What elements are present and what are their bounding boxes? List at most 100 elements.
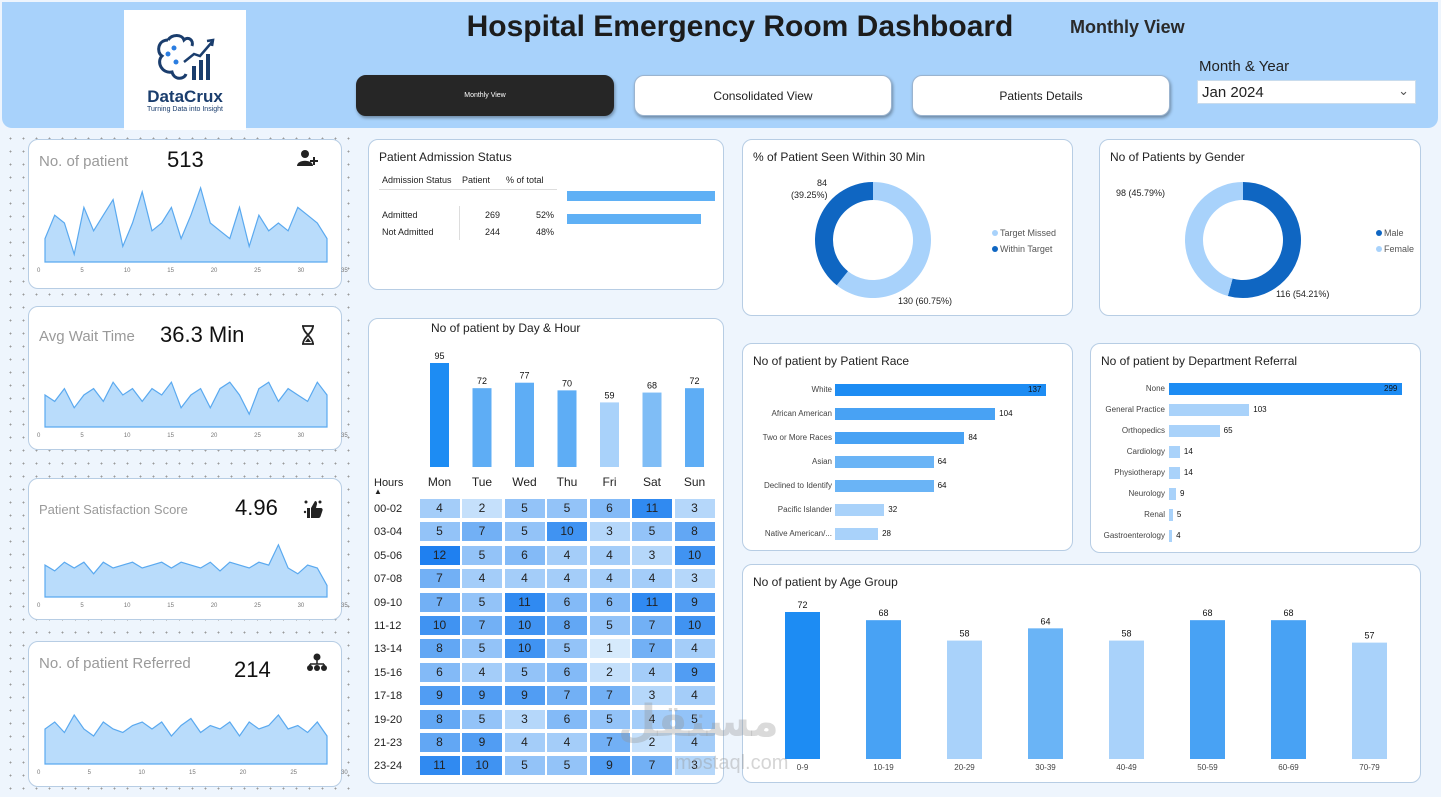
heatmap-cell[interactable]: 4 [419, 499, 460, 518]
heatmap-cell[interactable]: 10 [504, 616, 545, 635]
heatmap-cell[interactable]: 3 [632, 545, 672, 565]
bar[interactable] [866, 620, 901, 759]
heatmap-cell[interactable]: 7 [589, 733, 630, 752]
heatmap-cell[interactable]: 11 [632, 592, 672, 612]
bar[interactable] [835, 408, 996, 420]
heatmap-cell[interactable]: 5 [674, 709, 715, 729]
heatmap-cell[interactable]: 5 [589, 616, 630, 635]
heatmap-cell[interactable]: 5 [504, 522, 545, 542]
heatmap-cell[interactable]: 5 [589, 709, 630, 729]
heatmap-cell[interactable]: 4 [674, 733, 715, 752]
chevron-down-icon[interactable]: ⌄ [1398, 83, 1409, 98]
heatmap-cell[interactable]: 5 [547, 756, 587, 776]
donut-slice[interactable] [815, 182, 873, 286]
patients-details-button[interactable]: Patients Details [912, 75, 1170, 116]
bar[interactable] [600, 402, 619, 467]
bar[interactable] [557, 390, 577, 467]
bar[interactable] [835, 504, 885, 516]
heatmap-cell[interactable]: 9 [674, 662, 715, 682]
heatmap-cell[interactable]: 4 [547, 733, 587, 752]
bar[interactable] [835, 384, 1046, 396]
heatmap-cell[interactable]: 7 [462, 616, 502, 635]
heatmap-cell[interactable]: 6 [419, 662, 460, 682]
heatmap-cell[interactable]: 7 [419, 592, 460, 612]
heatmap-cell[interactable]: 11 [419, 756, 460, 776]
heatmap-cell[interactable]: 7 [547, 686, 587, 706]
donut-slice[interactable] [836, 182, 931, 298]
bar[interactable] [1169, 425, 1220, 437]
bar[interactable] [835, 528, 879, 540]
bar[interactable] [947, 640, 982, 759]
heatmap-cell[interactable]: 3 [674, 569, 715, 589]
bar[interactable] [1169, 530, 1173, 542]
heatmap-cell[interactable]: 6 [547, 662, 587, 682]
heatmap-cell[interactable]: 8 [547, 616, 587, 635]
heatmap-cell[interactable]: 7 [632, 639, 672, 659]
heatmap-cell[interactable]: 5 [504, 499, 545, 518]
heatmap-cell[interactable]: 3 [632, 686, 672, 706]
heatmap-cell[interactable]: 7 [419, 569, 460, 589]
heatmap-cell[interactable]: 9 [462, 733, 502, 752]
heatmap-cell[interactable]: 4 [547, 545, 587, 565]
bar[interactable] [835, 480, 934, 492]
heatmap-cell[interactable]: 6 [589, 499, 630, 518]
heatmap-cell[interactable]: 4 [632, 569, 672, 589]
heatmap-cell[interactable]: 8 [419, 709, 460, 729]
heatmap-cell[interactable]: 5 [504, 756, 545, 776]
heatmap-cell[interactable]: 4 [462, 662, 502, 682]
heatmap-cell[interactable]: 10 [674, 616, 715, 635]
heatmap-cell[interactable]: 5 [462, 545, 502, 565]
bar[interactable] [1271, 620, 1306, 759]
heatmap-cell[interactable]: 5 [419, 522, 460, 542]
bar[interactable] [1028, 628, 1063, 759]
heatmap-cell[interactable]: 4 [674, 686, 715, 706]
heatmap-cell[interactable]: 5 [462, 592, 502, 612]
heatmap-cell[interactable]: 5 [547, 639, 587, 659]
bar[interactable] [515, 382, 534, 467]
heatmap-cell[interactable]: 3 [674, 499, 715, 518]
bar[interactable] [1169, 446, 1180, 458]
heatmap-cell[interactable]: 10 [674, 545, 715, 565]
heatmap-cell[interactable]: 5 [547, 499, 587, 518]
heatmap-cell[interactable]: 3 [589, 522, 630, 542]
heatmap-cell[interactable]: 12 [419, 545, 460, 565]
bar[interactable] [835, 456, 934, 468]
heatmap-cell[interactable]: 7 [632, 756, 672, 776]
heatmap-cell[interactable]: 10 [504, 639, 545, 659]
heatmap-cell[interactable]: 11 [632, 499, 672, 518]
heatmap-cell[interactable]: 6 [547, 709, 587, 729]
heatmap-cell[interactable]: 10 [547, 522, 587, 542]
heatmap-cell[interactable]: 10 [419, 616, 460, 635]
heatmap-cell[interactable]: 3 [674, 756, 715, 776]
heatmap-cell[interactable]: 9 [419, 686, 460, 706]
heatmap-cell[interactable]: 6 [547, 592, 587, 612]
consolidated-view-button[interactable]: Consolidated View [634, 75, 892, 116]
heatmap-cell[interactable]: 4 [462, 569, 502, 589]
heatmap-cell[interactable]: 8 [419, 639, 460, 659]
month-year-select[interactable]: Jan 2024 ⌄ [1197, 80, 1416, 104]
bar[interactable] [472, 388, 492, 467]
heatmap-cell[interactable]: 4 [547, 569, 587, 589]
heatmap-cell[interactable]: 9 [674, 592, 715, 612]
heatmap-cell[interactable]: 4 [674, 639, 715, 659]
heatmap-cell[interactable]: 3 [504, 709, 545, 729]
bar[interactable] [1169, 383, 1402, 395]
heatmap-cell[interactable]: 4 [589, 569, 630, 589]
donut-slice[interactable] [1227, 182, 1301, 298]
heatmap-cell[interactable]: 2 [462, 499, 502, 518]
heatmap-cell[interactable]: 8 [419, 733, 460, 752]
heatmap-cell[interactable]: 5 [462, 639, 502, 659]
heatmap-cell[interactable]: 2 [632, 733, 672, 752]
heatmap-cell[interactable]: 9 [589, 756, 630, 776]
heatmap-cell[interactable]: 4 [589, 545, 630, 565]
bar[interactable] [1169, 488, 1176, 500]
heatmap-cell[interactable]: 5 [632, 522, 672, 542]
heatmap-cell[interactable]: 11 [504, 592, 545, 612]
donut-slice[interactable] [1185, 182, 1243, 296]
heatmap-cell[interactable]: 5 [504, 662, 545, 682]
heatmap-cell[interactable]: 7 [632, 616, 672, 635]
bar[interactable] [430, 363, 449, 467]
heatmap-cell[interactable]: 10 [462, 756, 502, 776]
bar[interactable] [1169, 467, 1180, 479]
heatmap-cell[interactable]: 4 [632, 662, 672, 682]
